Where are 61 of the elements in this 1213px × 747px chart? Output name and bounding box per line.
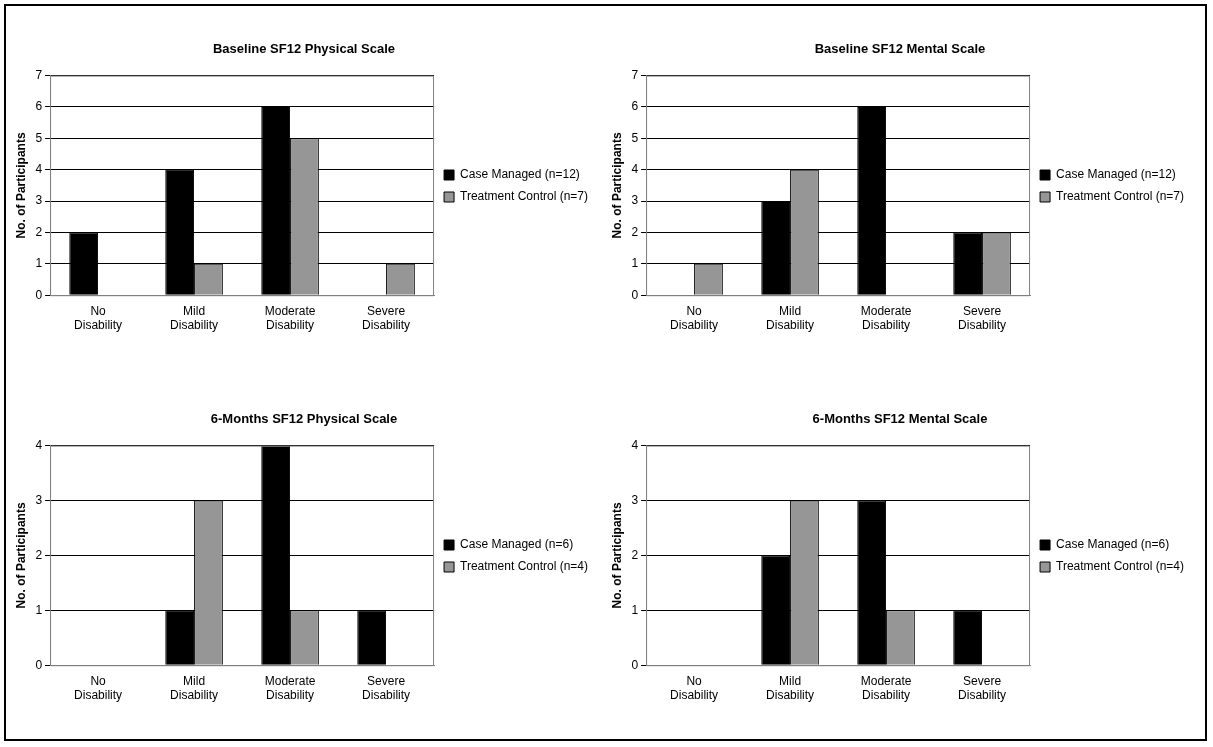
bar (165, 610, 195, 665)
y-tick-label: 0 (631, 287, 639, 302)
x-tick-label: Severe Disability (362, 303, 411, 333)
x-tick-label: Moderate Disability (860, 673, 912, 703)
y-tick-label: 7 (631, 67, 639, 82)
x-tick-label: Mild Disability (170, 303, 219, 333)
y-tick-label: 5 (631, 130, 639, 145)
y-tick-label: 6 (631, 99, 639, 114)
x-tick-label: Mild Disability (170, 673, 219, 703)
y-tick-label: 1 (35, 602, 43, 617)
legend-label: Case Managed (n=12) (460, 167, 580, 182)
y-tick-label: 7 (35, 67, 43, 82)
y-tick-label: 4 (631, 162, 639, 177)
y-tick-label: 3 (631, 193, 639, 208)
y-tick-label: 2 (35, 547, 43, 562)
y-tick-label: 1 (631, 602, 639, 617)
chart-title: 6-Months SF12 Mental Scale (812, 411, 988, 427)
y-tick-label: 0 (35, 287, 43, 302)
x-tick-label: No Disability (670, 673, 719, 703)
y-tick-label: 2 (631, 224, 639, 239)
chart-title: Baseline SF12 Mental Scale (814, 41, 986, 57)
x-tick-label: Mild Disability (766, 673, 815, 703)
legend-label: Treatment Control (n=7) (460, 189, 589, 204)
legend-label: Treatment Control (n=7) (1056, 189, 1185, 204)
y-tick-label: 2 (35, 224, 43, 239)
x-tick-label: Mild Disability (766, 303, 815, 333)
legend-label: Treatment Control (n=4) (1056, 559, 1185, 574)
x-tick-label: Moderate Disability (264, 303, 316, 333)
y-tick-label: 1 (631, 256, 639, 271)
y-axis-title: No. of Participants (13, 132, 28, 239)
chart-title: 6-Months SF12 Physical Scale (210, 411, 398, 427)
x-tick-label: No Disability (670, 303, 719, 333)
y-axis-title: No. of Participants (13, 502, 28, 609)
x-tick-label: No Disability (74, 673, 123, 703)
x-tick-label: Moderate Disability (860, 303, 912, 333)
y-tick-label: 1 (35, 256, 43, 271)
x-tick-label: Severe Disability (958, 303, 1007, 333)
y-tick-label: 3 (35, 492, 43, 507)
y-tick-label: 5 (35, 130, 43, 145)
y-tick-label: 3 (631, 492, 639, 507)
y-tick-label: 0 (35, 657, 43, 672)
y-tick-label: 4 (631, 437, 639, 452)
y-tick-label: 0 (631, 657, 639, 672)
x-tick-label: Severe Disability (958, 673, 1007, 703)
x-tick-label: No Disability (74, 303, 123, 333)
legend-label: Case Managed (n=12) (1056, 167, 1176, 182)
legend-label: Case Managed (n=6) (460, 537, 574, 552)
y-tick-label: 4 (35, 162, 43, 177)
y-axis-title: No. of Participants (609, 502, 624, 609)
y-axis-title: No. of Participants (609, 132, 624, 239)
y-tick-label: 4 (35, 437, 43, 452)
x-tick-label: Moderate Disability (264, 673, 316, 703)
x-tick-label: Severe Disability (362, 673, 411, 703)
y-tick-label: 3 (35, 193, 43, 208)
legend-label: Case Managed (n=6) (1056, 537, 1170, 552)
legend-label: Treatment Control (n=4) (460, 559, 589, 574)
bar (357, 610, 387, 665)
bar (953, 610, 983, 665)
chart-title: Baseline SF12 Physical Scale (212, 41, 396, 57)
y-tick-label: 6 (35, 99, 43, 114)
y-tick-label: 2 (631, 547, 639, 562)
